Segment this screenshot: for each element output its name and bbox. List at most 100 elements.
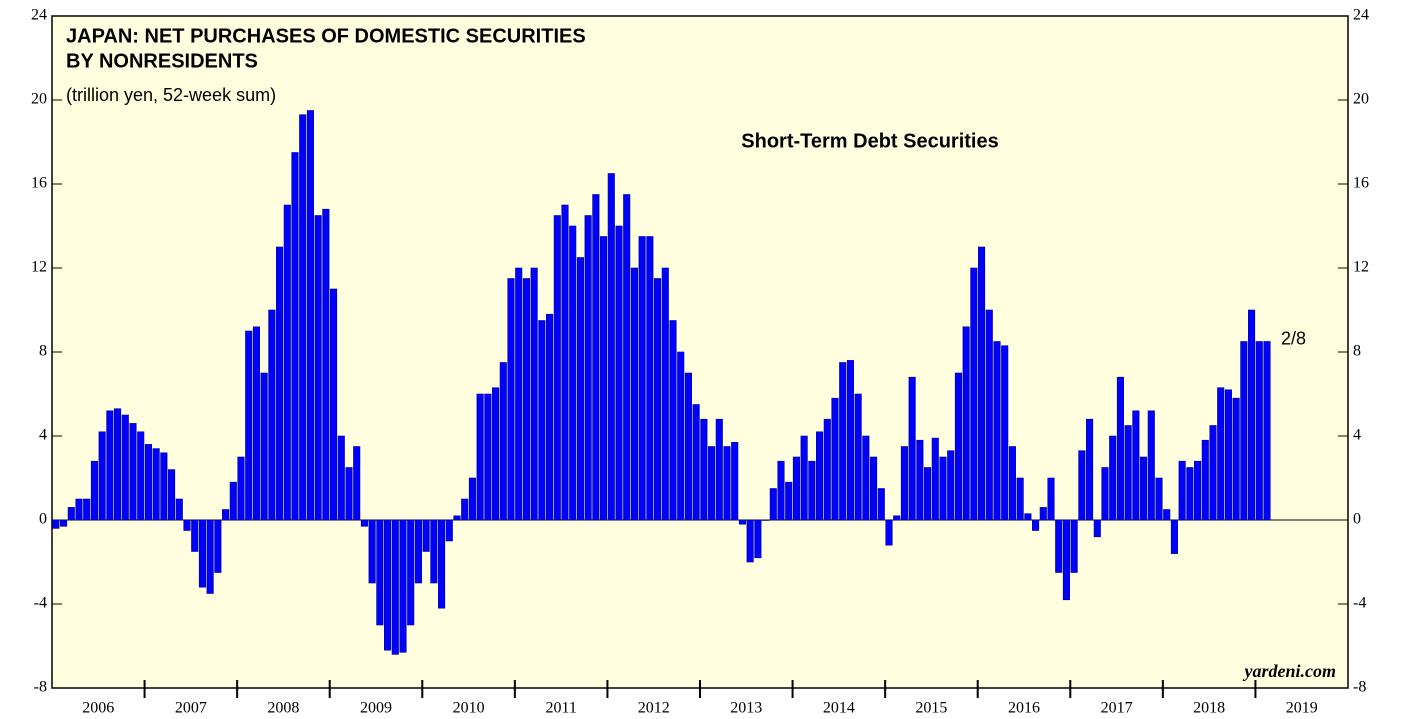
bar <box>152 448 160 521</box>
bar <box>360 519 368 527</box>
bar <box>870 456 878 521</box>
bar <box>168 469 176 521</box>
bar <box>1101 467 1109 521</box>
bar <box>831 397 839 521</box>
bar <box>322 208 330 521</box>
bar <box>677 351 685 521</box>
bar <box>924 467 932 521</box>
bar <box>1109 435 1117 521</box>
bar <box>1248 309 1256 521</box>
bar <box>561 204 569 521</box>
y-tick-label: 24 <box>1353 7 1369 24</box>
bar <box>669 320 677 521</box>
bar <box>738 519 746 525</box>
bar <box>546 313 554 521</box>
bar <box>762 519 770 521</box>
y-tick-label: 16 <box>1353 175 1369 192</box>
bar <box>769 488 777 521</box>
bar <box>661 267 669 521</box>
bar <box>121 414 129 521</box>
series-label: Short-Term Debt Securities <box>741 130 998 152</box>
bar <box>615 225 623 521</box>
x-tick-label: 2016 <box>1008 700 1040 717</box>
bar <box>916 439 924 521</box>
x-tick-label: 2015 <box>915 700 947 717</box>
bar <box>754 519 762 559</box>
bar <box>1178 460 1186 521</box>
bar <box>1024 513 1032 521</box>
bar <box>1016 477 1024 521</box>
bar <box>800 435 808 521</box>
bar <box>1155 477 1163 521</box>
bar <box>1263 341 1271 521</box>
bar <box>846 360 854 521</box>
bar <box>198 519 206 588</box>
y-tick-label: 8 <box>39 343 47 360</box>
bar <box>993 341 1001 521</box>
bar <box>576 257 584 521</box>
bar <box>569 225 577 521</box>
x-tick-label: 2019 <box>1286 700 1318 717</box>
bar <box>499 362 507 521</box>
bar <box>438 519 446 609</box>
y-tick-label: 0 <box>1353 511 1361 528</box>
bar <box>391 519 399 655</box>
bar <box>98 431 106 521</box>
bar <box>1032 519 1040 531</box>
y-tick-label: 4 <box>39 427 47 444</box>
bar <box>453 515 461 521</box>
bar <box>476 393 484 521</box>
chart-title: BY NONRESIDENTS <box>66 50 258 72</box>
bar <box>785 481 793 521</box>
bar <box>183 519 191 531</box>
chart-title: JAPAN: NET PURCHASES OF DOMESTIC SECURIT… <box>66 25 586 47</box>
bar <box>839 362 847 521</box>
bar <box>229 481 237 521</box>
chart-subtitle: (trillion yen, 52-week sum) <box>66 85 276 105</box>
bar <box>1124 425 1132 521</box>
bar <box>407 519 415 626</box>
bar <box>1001 345 1009 521</box>
bar <box>1116 376 1124 521</box>
bar <box>222 509 230 521</box>
bar <box>384 519 392 651</box>
bar <box>1224 389 1232 521</box>
x-tick-label: 2014 <box>823 700 855 717</box>
x-tick-label: 2010 <box>453 700 485 717</box>
bar <box>900 446 908 521</box>
bar <box>137 431 145 521</box>
x-tick-label: 2008 <box>267 700 299 717</box>
bar <box>962 326 970 521</box>
bar <box>1163 509 1171 521</box>
bar <box>931 437 939 521</box>
x-tick-label: 2006 <box>82 700 114 717</box>
x-tick-label: 2013 <box>730 700 762 717</box>
bar <box>276 246 284 521</box>
bar <box>492 387 500 521</box>
bar <box>83 498 91 521</box>
y-tick-label: 20 <box>31 91 47 108</box>
bar <box>90 460 98 521</box>
bar <box>314 215 322 521</box>
bar <box>52 519 60 529</box>
bar <box>715 418 723 521</box>
bar <box>175 498 183 521</box>
y-tick-label: 0 <box>39 511 47 528</box>
bar <box>746 519 754 563</box>
y-tick-label: 24 <box>31 7 47 24</box>
bar <box>954 372 962 521</box>
bar <box>623 194 631 521</box>
bar <box>978 246 986 521</box>
y-tick-label: -8 <box>1353 679 1366 696</box>
bar <box>777 460 785 521</box>
bar <box>291 152 299 521</box>
bar <box>214 519 222 573</box>
bar <box>600 236 608 521</box>
bar <box>893 515 901 521</box>
source: yardeni.com <box>1243 661 1337 681</box>
bar <box>654 278 662 521</box>
bar <box>75 498 83 521</box>
x-tick-label: 2018 <box>1193 700 1225 717</box>
bar <box>592 194 600 521</box>
